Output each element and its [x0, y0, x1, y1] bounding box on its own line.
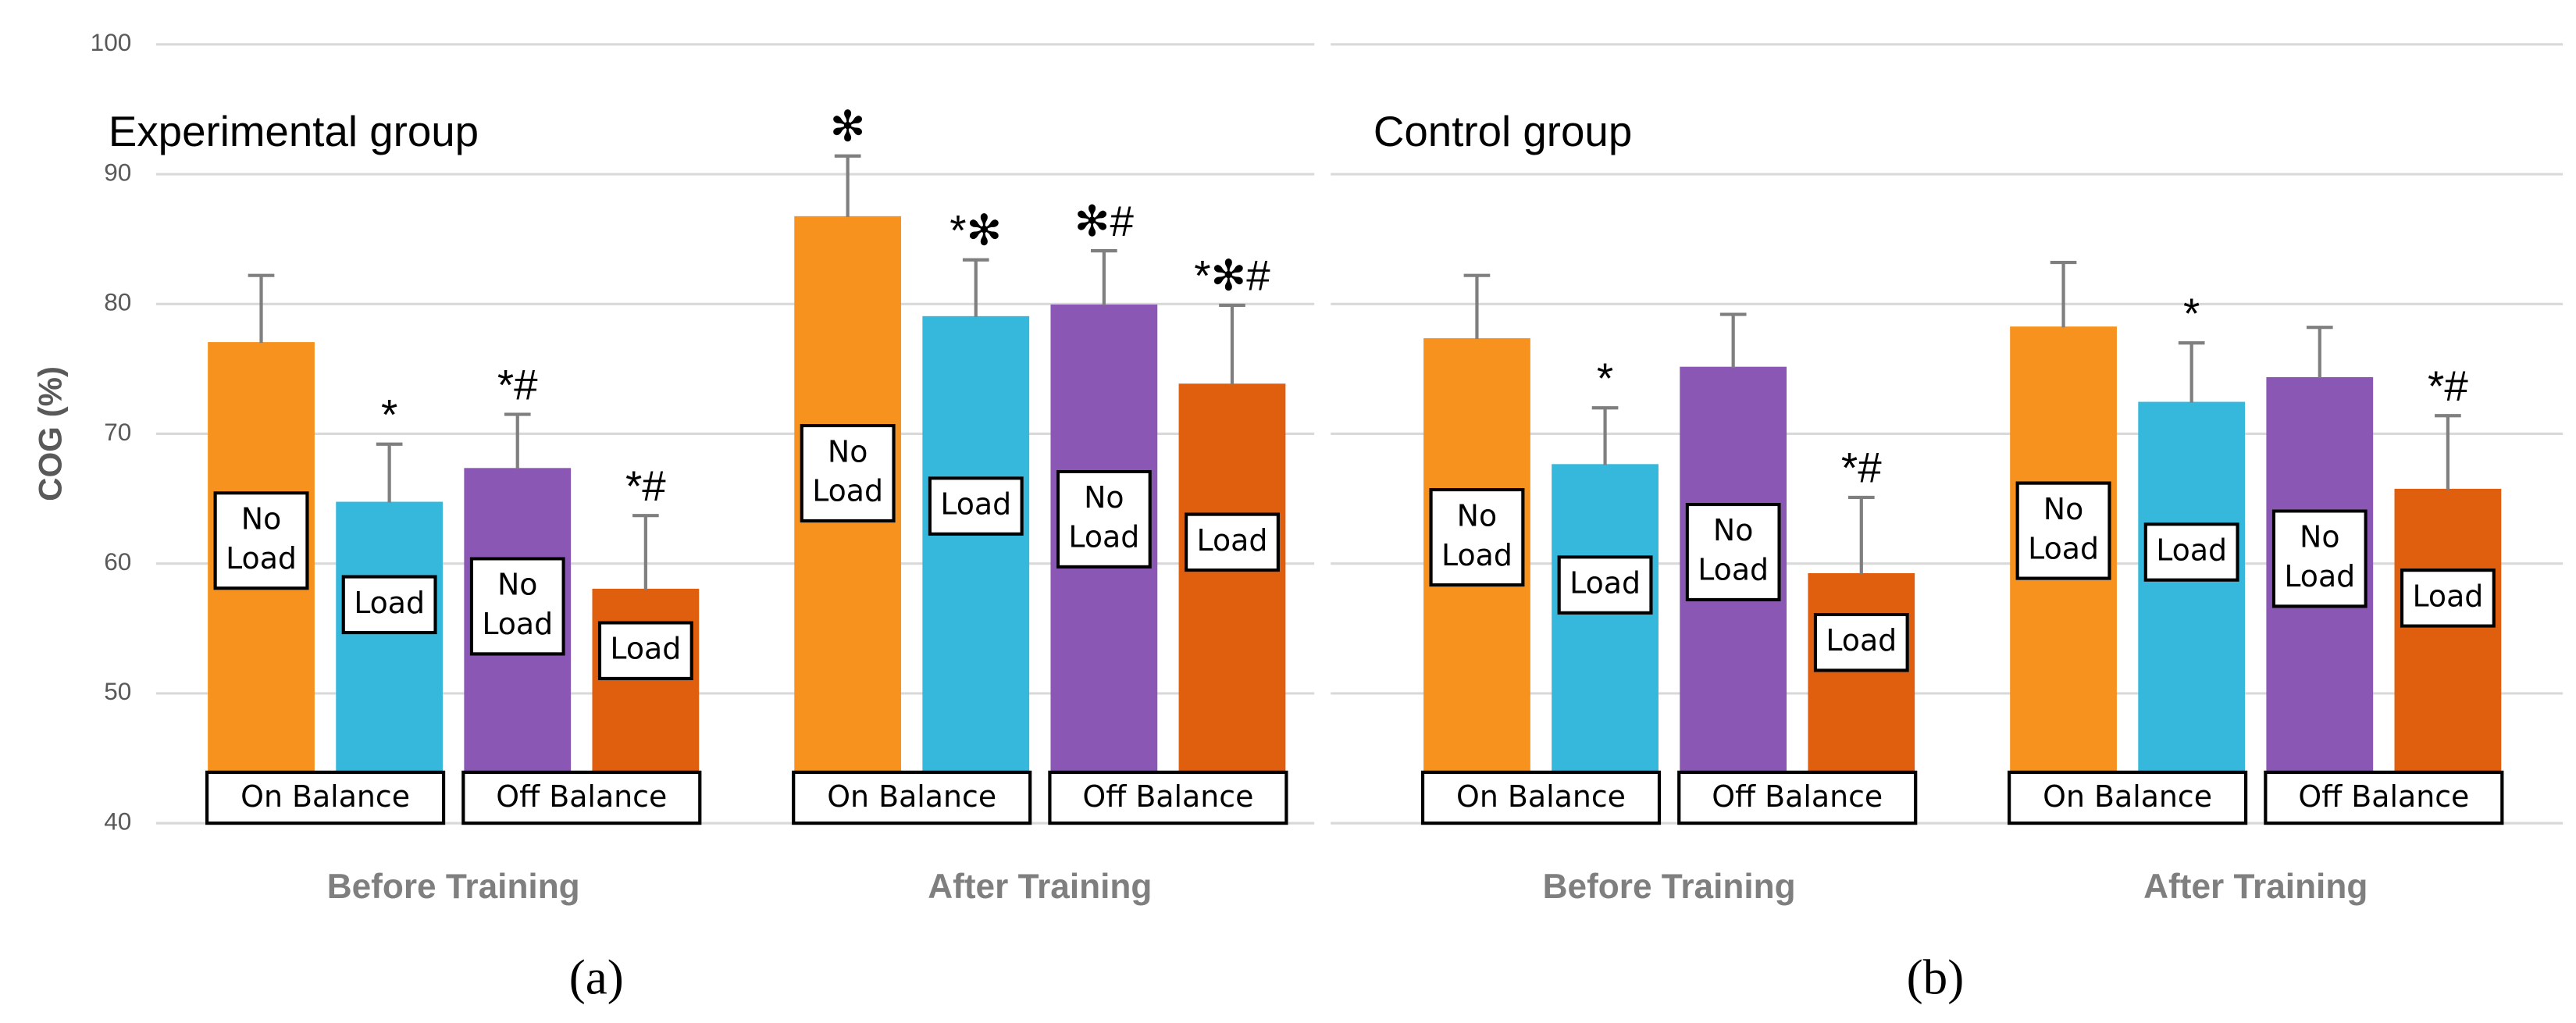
significance-mark: *#	[497, 360, 538, 408]
condition-label-frame: On Balance	[240, 780, 411, 815]
bar-label: Load	[928, 476, 1024, 536]
bar-label-frame: No Load	[469, 557, 565, 656]
bar-label-frame: Load	[1184, 512, 1280, 572]
condition-label-frame: On Balance	[1456, 780, 1626, 815]
y-tick-label: 80	[104, 288, 131, 316]
bar-label: Load	[597, 621, 693, 681]
bar-label: No Load	[1429, 488, 1525, 587]
y-tick-label: 70	[104, 418, 131, 446]
condition-box	[205, 770, 446, 825]
panel-label: (a)	[569, 950, 624, 1005]
condition-label-frame: On Balance	[827, 780, 997, 815]
condition-label: On Balance	[1456, 780, 1626, 815]
condition-box	[2264, 770, 2504, 825]
significance-mark: ✻#	[1074, 197, 1135, 245]
bar	[2138, 401, 2246, 825]
bar-label-frame: Load	[2143, 522, 2239, 582]
bar-label-frame: Load	[597, 621, 693, 681]
bar-label: Load	[2143, 522, 2239, 582]
chart-title: Experimental group	[109, 107, 479, 155]
condition-box	[1677, 770, 1918, 825]
significance-mark: *#	[1841, 444, 1882, 492]
significance-mark: *#	[625, 462, 666, 510]
bar-label-frame: No Load	[2015, 482, 2111, 581]
bar-label: No Load	[1685, 503, 1781, 603]
bar-label-frame: No Load	[1429, 488, 1525, 587]
bar	[1178, 383, 1286, 825]
y-tick-label: 40	[104, 807, 131, 835]
bar-label: Load	[1813, 612, 1909, 672]
significance-mark: *	[1597, 354, 1613, 402]
bar-label: No Load	[213, 490, 309, 590]
bar	[922, 315, 1030, 825]
condition-label-frame: Off Balance	[1712, 780, 1883, 815]
bar-label: No Load	[2271, 508, 2368, 608]
x-category-label: Before Training	[327, 868, 580, 906]
bar-label-frame: Load	[928, 476, 1024, 536]
condition-box	[461, 770, 702, 825]
bar	[2394, 488, 2502, 825]
significance-mark: *✻#	[1194, 251, 1270, 300]
bar-label: Load	[1184, 512, 1280, 572]
condition-label: On Balance	[2043, 780, 2213, 815]
y-tick-label: 50	[104, 677, 131, 705]
x-category-label: After Training	[2143, 868, 2368, 906]
significance-mark: *	[381, 390, 397, 439]
bar-label-frame: No Load	[1685, 503, 1781, 603]
significance-mark: ✻	[830, 102, 866, 151]
chart-title: Control group	[1374, 107, 1632, 155]
bar-label: Load	[2400, 568, 2496, 628]
bar-label: No Load	[2015, 482, 2111, 581]
bar	[1552, 464, 1659, 825]
condition-label-frame: Off Balance	[1082, 780, 1254, 815]
bar-label-frame: No Load	[213, 490, 309, 590]
y-tick-label: 60	[104, 547, 131, 576]
x-category-label: After Training	[928, 868, 1152, 906]
significance-mark: *✻	[950, 206, 1002, 255]
bar-label-frame: Load	[1813, 612, 1909, 672]
bar-label: Load	[1557, 554, 1653, 615]
bar-label-frame: Load	[2400, 568, 2496, 628]
x-category-label: Before Training	[1543, 868, 1796, 906]
condition-box	[2008, 770, 2248, 825]
condition-box	[792, 770, 1032, 825]
y-axis-label: COG (%)	[31, 366, 68, 501]
y-tick-label: 90	[104, 158, 131, 186]
condition-label-frame: Off Balance	[2298, 780, 2470, 815]
bar-label: No Load	[1056, 470, 1152, 569]
bar-label-frame: No Load	[2271, 508, 2368, 608]
condition-label: Off Balance	[496, 780, 668, 815]
condition-box	[1420, 770, 1662, 825]
panel-label: (b)	[1907, 950, 1965, 1005]
significance-mark: *	[2183, 289, 2200, 337]
condition-label: Off Balance	[1712, 780, 1883, 815]
y-tick-label: 100	[91, 28, 132, 56]
condition-label-frame: Off Balance	[496, 780, 668, 815]
condition-label: Off Balance	[2298, 780, 2470, 815]
bar-label-frame: No Load	[1056, 470, 1152, 569]
bar-label: No Load	[800, 423, 896, 522]
bar-label-frame: No Load	[800, 423, 896, 522]
condition-box	[1048, 770, 1288, 825]
bar-label: No Load	[469, 557, 565, 656]
condition-label: On Balance	[827, 780, 997, 815]
bar-label-frame: Load	[1557, 554, 1653, 615]
condition-label: On Balance	[240, 780, 411, 815]
bar-label: Load	[341, 575, 437, 635]
significance-mark: *#	[2428, 362, 2468, 410]
bar-label-frame: Load	[341, 575, 437, 635]
condition-label-frame: On Balance	[2043, 780, 2213, 815]
condition-label: Off Balance	[1082, 780, 1254, 815]
